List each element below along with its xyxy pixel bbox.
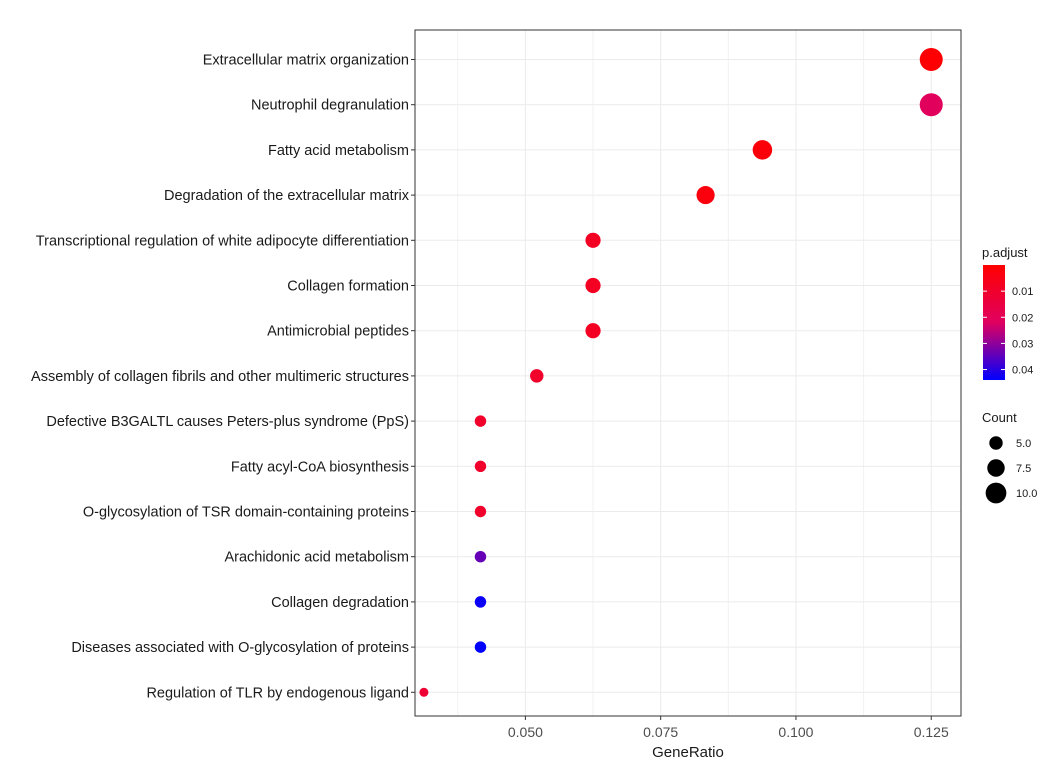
data-point <box>474 550 487 563</box>
data-point <box>474 460 487 473</box>
y-tick-label: Regulation of TLR by endogenous ligand <box>146 685 409 701</box>
color-legend-title: p.adjust <box>982 245 1028 260</box>
data-point <box>752 140 773 160</box>
x-axis-title: GeneRatio <box>652 744 724 761</box>
size-legend-label: 7.5 <box>1016 463 1031 475</box>
y-tick-label: Extracellular matrix organization <box>203 53 409 69</box>
y-tick-label: Antimicrobial peptides <box>267 324 409 340</box>
data-point <box>696 186 715 205</box>
data-point <box>474 641 487 653</box>
color-legend-label: 0.01 <box>1012 286 1033 298</box>
color-legend-label: 0.02 <box>1012 312 1033 324</box>
y-tick-label: Degradation of the extracellular matrix <box>164 188 410 204</box>
data-points <box>419 48 943 697</box>
color-legend-label: 0.03 <box>1012 338 1033 350</box>
y-tick-label: Defective B3GALTL causes Peters-plus syn… <box>46 414 409 430</box>
color-legend: p.adjust 0.01 0.02 0.03 0.04 <box>982 245 1033 380</box>
x-tick-label: 0.075 <box>643 724 678 740</box>
data-point <box>474 596 487 608</box>
y-tick-label: Assembly of collagen fibrils and other m… <box>31 369 409 385</box>
data-point <box>474 415 487 427</box>
size-legend-label: 10.0 <box>1016 488 1037 500</box>
data-point <box>919 48 943 71</box>
data-point <box>585 323 601 339</box>
y-tick-label: Collagen formation <box>287 279 409 295</box>
size-legend-key <box>985 482 1007 504</box>
size-legend: Count 5.0 7.5 10.0 <box>982 410 1037 504</box>
y-tick-label: Collagen degradation <box>271 595 409 611</box>
data-point <box>474 505 487 518</box>
y-tick-label: Fatty acid metabolism <box>268 143 409 159</box>
data-point <box>530 369 544 383</box>
x-tick-label: 0.125 <box>914 724 949 740</box>
color-legend-label: 0.04 <box>1012 365 1033 377</box>
size-legend-title: Count <box>982 410 1017 425</box>
size-legend-key <box>989 436 1003 450</box>
plot-panel-border <box>414 29 962 717</box>
x-tick-label: 0.050 <box>508 724 543 740</box>
y-tick-label: Transcriptional regulation of white adip… <box>36 233 409 249</box>
y-tick-label: Neutrophil degranulation <box>251 98 409 114</box>
color-bar <box>983 265 1005 380</box>
data-point <box>585 277 601 294</box>
data-point <box>419 687 429 697</box>
size-legend-label: 5.0 <box>1016 438 1031 450</box>
y-axis: Extracellular matrix organization Neutrop… <box>31 53 415 701</box>
size-legend-key <box>987 459 1005 477</box>
major-gridlines <box>415 30 961 716</box>
y-tick-label: Diseases associated with O-glycosylation… <box>71 640 409 656</box>
y-tick-label: Fatty acyl-CoA biosynthesis <box>231 459 409 475</box>
data-point <box>919 93 943 117</box>
x-axis: 0.050 0.075 0.100 0.125 <box>508 716 949 740</box>
x-tick-label: 0.100 <box>778 724 813 740</box>
data-point <box>585 232 601 248</box>
y-tick-label: Arachidonic acid metabolism <box>224 550 409 566</box>
y-tick-label: O-glycosylation of TSR domain-containing… <box>83 505 409 521</box>
